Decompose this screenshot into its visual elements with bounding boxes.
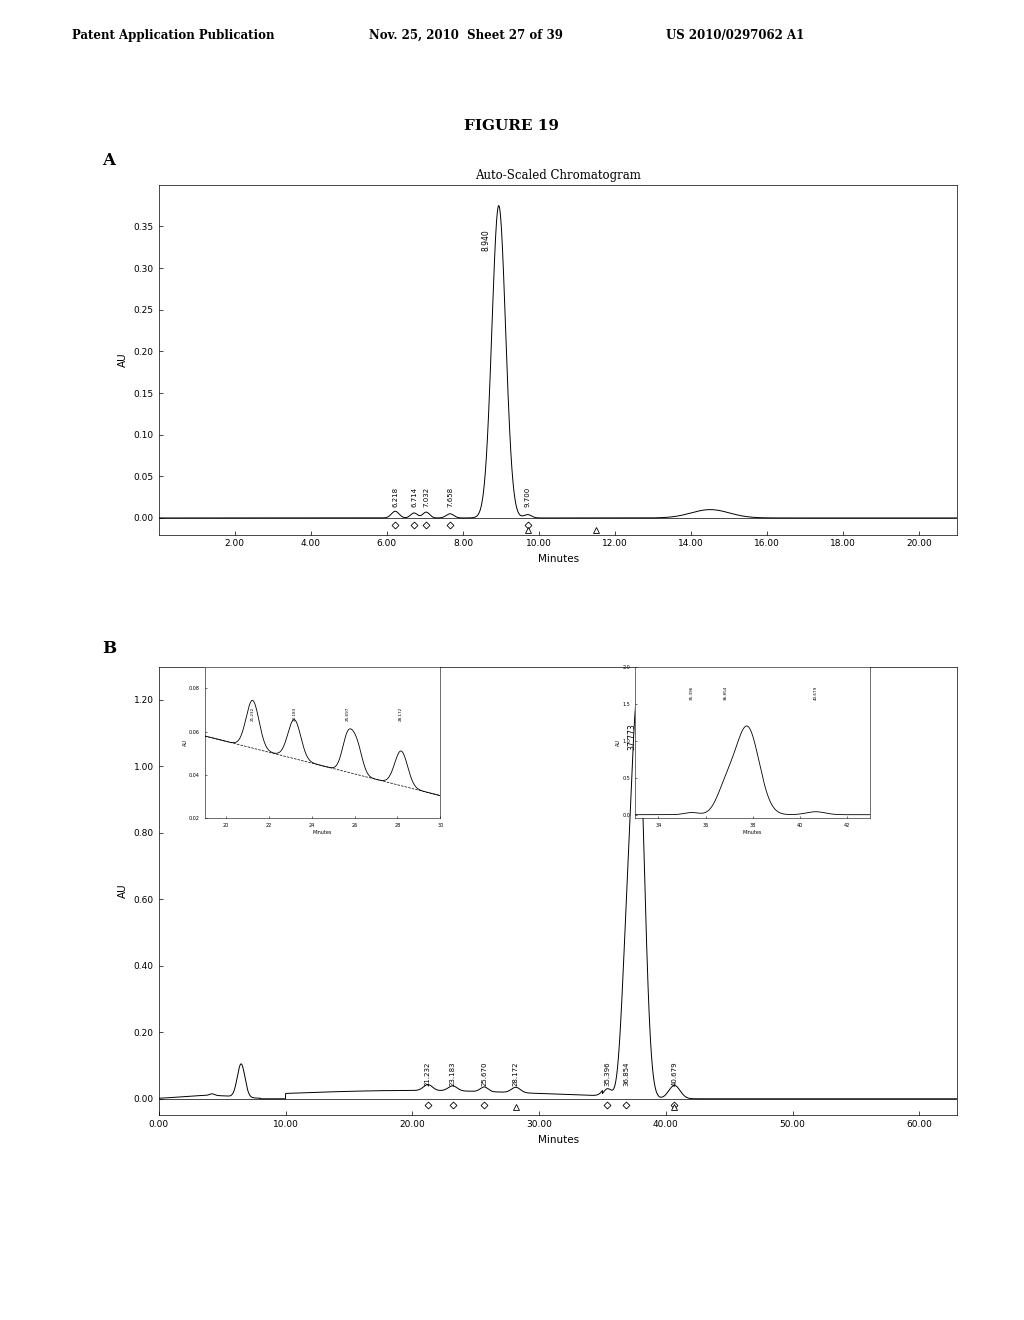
Text: 36.854: 36.854 bbox=[724, 685, 728, 700]
Title: Auto-Scaled Chromatogram: Auto-Scaled Chromatogram bbox=[475, 169, 641, 182]
Text: 21.232: 21.232 bbox=[251, 706, 255, 721]
Text: FIGURE 19: FIGURE 19 bbox=[465, 119, 559, 133]
Text: 25.670: 25.670 bbox=[481, 1061, 487, 1086]
Text: 7.658: 7.658 bbox=[447, 487, 453, 507]
X-axis label: Minutes: Minutes bbox=[538, 1135, 579, 1144]
Text: 6.218: 6.218 bbox=[392, 487, 398, 507]
Text: 9.700: 9.700 bbox=[524, 487, 530, 507]
Text: Patent Application Publication: Patent Application Publication bbox=[72, 29, 274, 42]
Text: B: B bbox=[102, 640, 117, 657]
Y-axis label: AU: AU bbox=[118, 352, 128, 367]
Text: 21.232: 21.232 bbox=[425, 1061, 431, 1086]
Text: US 2010/0297062 A1: US 2010/0297062 A1 bbox=[666, 29, 804, 42]
Text: 35.396: 35.396 bbox=[689, 685, 693, 700]
Text: 28.172: 28.172 bbox=[399, 706, 403, 721]
Text: 28.172: 28.172 bbox=[513, 1061, 519, 1086]
Text: 40.679: 40.679 bbox=[672, 1061, 678, 1086]
Text: 35.396: 35.396 bbox=[604, 1061, 610, 1086]
Text: 36.854: 36.854 bbox=[623, 1061, 629, 1086]
X-axis label: Minutes: Minutes bbox=[538, 554, 579, 564]
Text: 37.773: 37.773 bbox=[628, 723, 637, 750]
Y-axis label: AU: AU bbox=[182, 739, 187, 746]
Text: 25.697: 25.697 bbox=[346, 706, 350, 721]
Text: 23.183: 23.183 bbox=[450, 1061, 456, 1086]
Text: 40.679: 40.679 bbox=[814, 685, 818, 700]
Text: Nov. 25, 2010  Sheet 27 of 39: Nov. 25, 2010 Sheet 27 of 39 bbox=[369, 29, 562, 42]
X-axis label: Minutes: Minutes bbox=[743, 830, 762, 834]
Text: 7.032: 7.032 bbox=[423, 487, 429, 507]
Y-axis label: AU: AU bbox=[118, 883, 128, 899]
X-axis label: Minutes: Minutes bbox=[313, 830, 332, 834]
Y-axis label: AU: AU bbox=[615, 739, 621, 746]
Text: 6.714: 6.714 bbox=[411, 487, 417, 507]
Text: 23.183: 23.183 bbox=[293, 706, 296, 721]
Text: A: A bbox=[102, 152, 116, 169]
Text: 8.940: 8.940 bbox=[481, 230, 490, 251]
